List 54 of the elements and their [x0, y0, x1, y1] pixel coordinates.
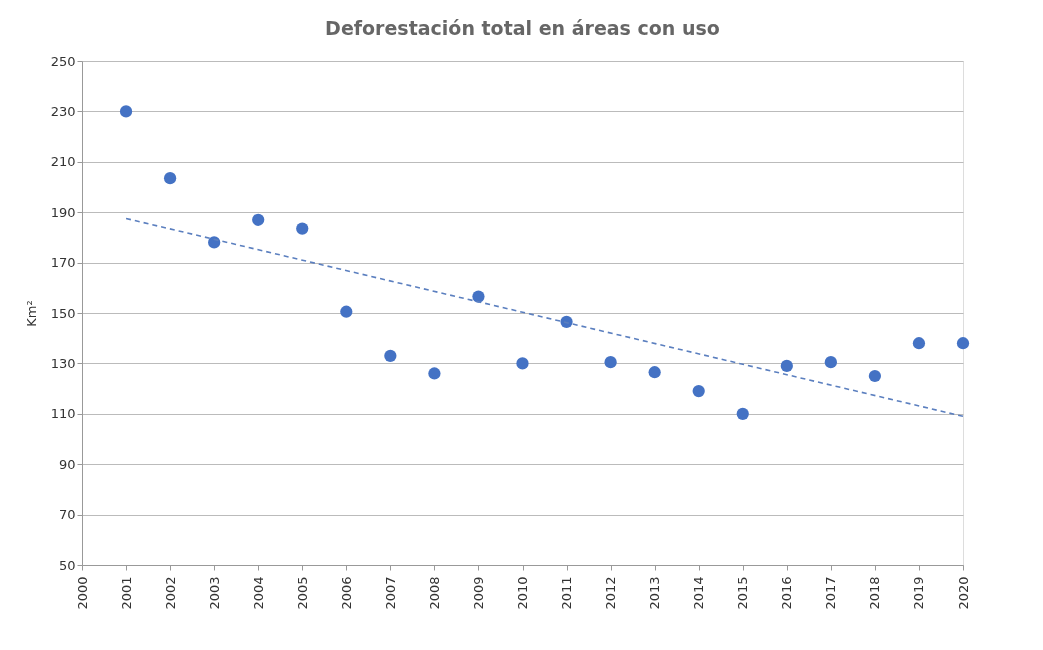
point — [252, 213, 265, 226]
x-tick-label: 2016 — [779, 576, 795, 610]
x-tick-label: 2014 — [691, 576, 707, 610]
x-tick-label: 2008 — [426, 576, 442, 610]
y-tick-label: 110 — [50, 406, 76, 422]
point — [208, 236, 221, 249]
x-tick-label: 2011 — [559, 576, 575, 610]
x-tick-label: 2000 — [74, 576, 90, 610]
point — [868, 369, 882, 383]
x-tick-label: 2017 — [823, 576, 839, 610]
y-tick-label: 190 — [50, 204, 76, 220]
y-tick-label: 50 — [58, 557, 76, 573]
x-tick-label: 2004 — [250, 576, 266, 610]
point — [780, 359, 793, 373]
point — [296, 222, 309, 235]
point — [824, 356, 837, 369]
point — [912, 337, 926, 350]
point — [472, 290, 485, 303]
x-tick-label: 2013 — [647, 576, 663, 610]
y-tick-label: 210 — [50, 154, 76, 170]
y-tick-label: 70 — [58, 507, 76, 523]
x-tick-label: 2020 — [955, 576, 971, 610]
point — [956, 337, 970, 350]
point — [516, 357, 529, 370]
point — [428, 367, 441, 380]
x-tick-label: 2005 — [294, 576, 310, 610]
point — [692, 385, 705, 398]
point — [340, 305, 353, 318]
point — [560, 315, 573, 328]
x-tick-label: 2012 — [603, 576, 619, 610]
y-tick-label: 130 — [50, 355, 76, 371]
x-tick-label: 2002 — [162, 576, 178, 610]
x-tick-label: 2009 — [470, 576, 486, 610]
y-tick-label: 250 — [50, 53, 76, 69]
x-tick-label: 2015 — [735, 576, 751, 610]
point — [736, 407, 749, 420]
point — [163, 172, 177, 185]
point — [648, 366, 661, 379]
y-tick-label: 150 — [50, 305, 76, 321]
y-tick-label: 230 — [50, 103, 76, 119]
point — [384, 349, 397, 362]
x-tick-label: 2018 — [867, 576, 883, 610]
point — [604, 356, 617, 369]
chart-title: Deforestación total en áreas con uso — [325, 17, 720, 39]
x-tick-label: 2007 — [382, 576, 398, 610]
y-tick-label: 90 — [58, 456, 76, 472]
x-tick-label: 2019 — [911, 576, 927, 610]
x-tick-label: 2006 — [338, 576, 354, 610]
y-axis-title: Km² — [23, 300, 39, 327]
x-tick-label: 2010 — [515, 576, 530, 610]
x-tick-label: 2003 — [206, 576, 222, 610]
y-tick-label: 170 — [50, 255, 76, 271]
x-tick-label: 2001 — [118, 576, 134, 610]
point — [119, 105, 133, 118]
